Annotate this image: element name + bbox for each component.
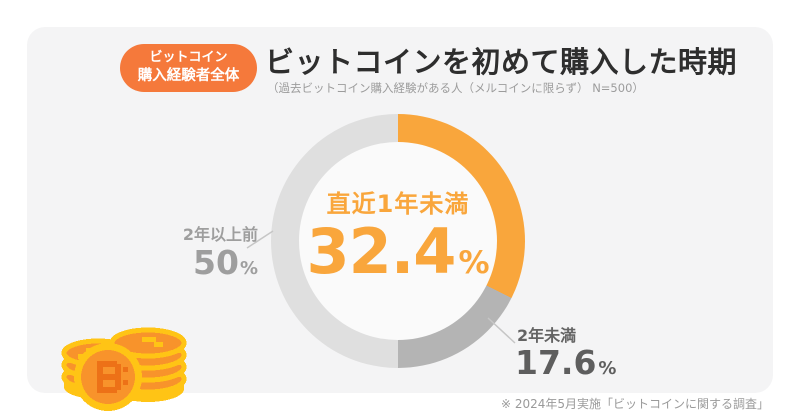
subtitle: （過去ビットコイン購入経験がある人（メルコインに限らず） N=500） <box>267 81 644 95</box>
center-segment-value: 32.4 % <box>306 219 489 284</box>
page-title: ビットコインを初めて購入した時期 <box>265 45 738 79</box>
label-2years-plus: 2年以上前 50% <box>183 225 258 281</box>
badge-line2: 購入経験者全体 <box>137 68 240 85</box>
pixel-b-glyph <box>97 361 128 393</box>
center-segment-label: 直近1年未満 <box>326 189 470 218</box>
chart-card: ビットコイン 購入経験者全体 ビットコインを初めて購入した時期 （過去ビットコイ… <box>27 27 773 411</box>
label-under-2years-value: 17.6% <box>515 343 617 383</box>
bitcoin-coins-illustration <box>61 327 187 411</box>
source-note: ※ 2024年5月実施「ビットコインに関する調査」 <box>500 397 769 411</box>
label-2years-plus-value: 50% <box>193 243 258 283</box>
label-under-2years: 2年未満 17.6% <box>515 326 616 381</box>
badge-line1: ビットコイン <box>149 50 228 66</box>
audience-badge: ビットコイン 購入経験者全体 <box>120 44 257 92</box>
donut-chart: 直近1年未満 32.4 % <box>271 114 525 368</box>
center-value-number: 32.4 <box>306 214 456 288</box>
coin-front-b <box>74 343 142 411</box>
label-under-2years-name: 2年未満 <box>517 326 577 345</box>
donut-hole: 直近1年未満 32.4 % <box>299 142 497 340</box>
label-2years-plus-name: 2年以上前 <box>182 225 258 244</box>
center-value-unit: % <box>458 244 490 281</box>
